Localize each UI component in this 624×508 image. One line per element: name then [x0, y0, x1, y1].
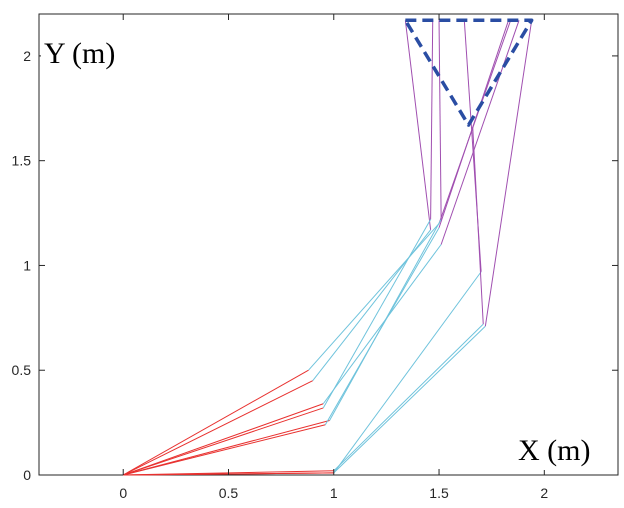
linkage-1-segment-2: [308, 223, 440, 371]
x-tick-label: 2: [540, 485, 548, 501]
x-tick-label: 1: [330, 485, 338, 501]
y-tick-label: 0.5: [12, 362, 32, 378]
linkage-3-segment-3: [438, 20, 442, 220]
linkage-6-segment-1: [123, 407, 324, 476]
linkage-5-segment-3: [438, 20, 509, 228]
y-tick-label: 1: [23, 257, 31, 273]
x-tick-label: 1.5: [429, 485, 449, 501]
axis-ticks: 0 0.5 1 1.5 2 0 0.5 1 1.5 2: [12, 14, 618, 501]
ylabel-box: [41, 31, 131, 71]
linkage-8-segment-2: [333, 323, 484, 472]
linkage-3-segment-1: [123, 420, 330, 476]
linkage-6-segment-3: [430, 20, 434, 220]
plot-area: [38, 13, 619, 476]
linkage-2-segment-3: [440, 20, 520, 245]
linkage-2-segment-1: [123, 403, 324, 476]
platform-triangle: [403, 18, 534, 127]
x-tick-label: 0.5: [219, 485, 239, 501]
x-tick-label: 0: [119, 485, 127, 501]
y-axis-label: Y (m): [44, 37, 115, 70]
linkage-5-segment-1: [123, 424, 326, 476]
platform-outline: [403, 18, 534, 127]
linkage-5-segment-2: [324, 227, 440, 425]
y-tick-label: 1.5: [12, 153, 32, 169]
linkage-4-segment-3: [404, 20, 432, 230]
y-tick-label: 2: [23, 48, 31, 64]
linkage-4-segment-1: [122, 380, 313, 476]
linkage-1-segment-1: [122, 369, 309, 476]
linkage-9-segment-3: [484, 20, 533, 327]
linkage-9-segment-2: [333, 325, 486, 474]
linkage-7-segment-2: [333, 271, 482, 474]
x-axis-label: X (m): [518, 434, 590, 467]
linkage-8-segment-3: [472, 127, 484, 325]
linkage-6-segment-2: [322, 219, 432, 409]
linkage-4-segment-2: [312, 229, 432, 382]
y-tick-label: 0: [23, 467, 31, 483]
xlabel-box: [514, 428, 612, 470]
linkage-2-segment-2: [322, 244, 442, 405]
